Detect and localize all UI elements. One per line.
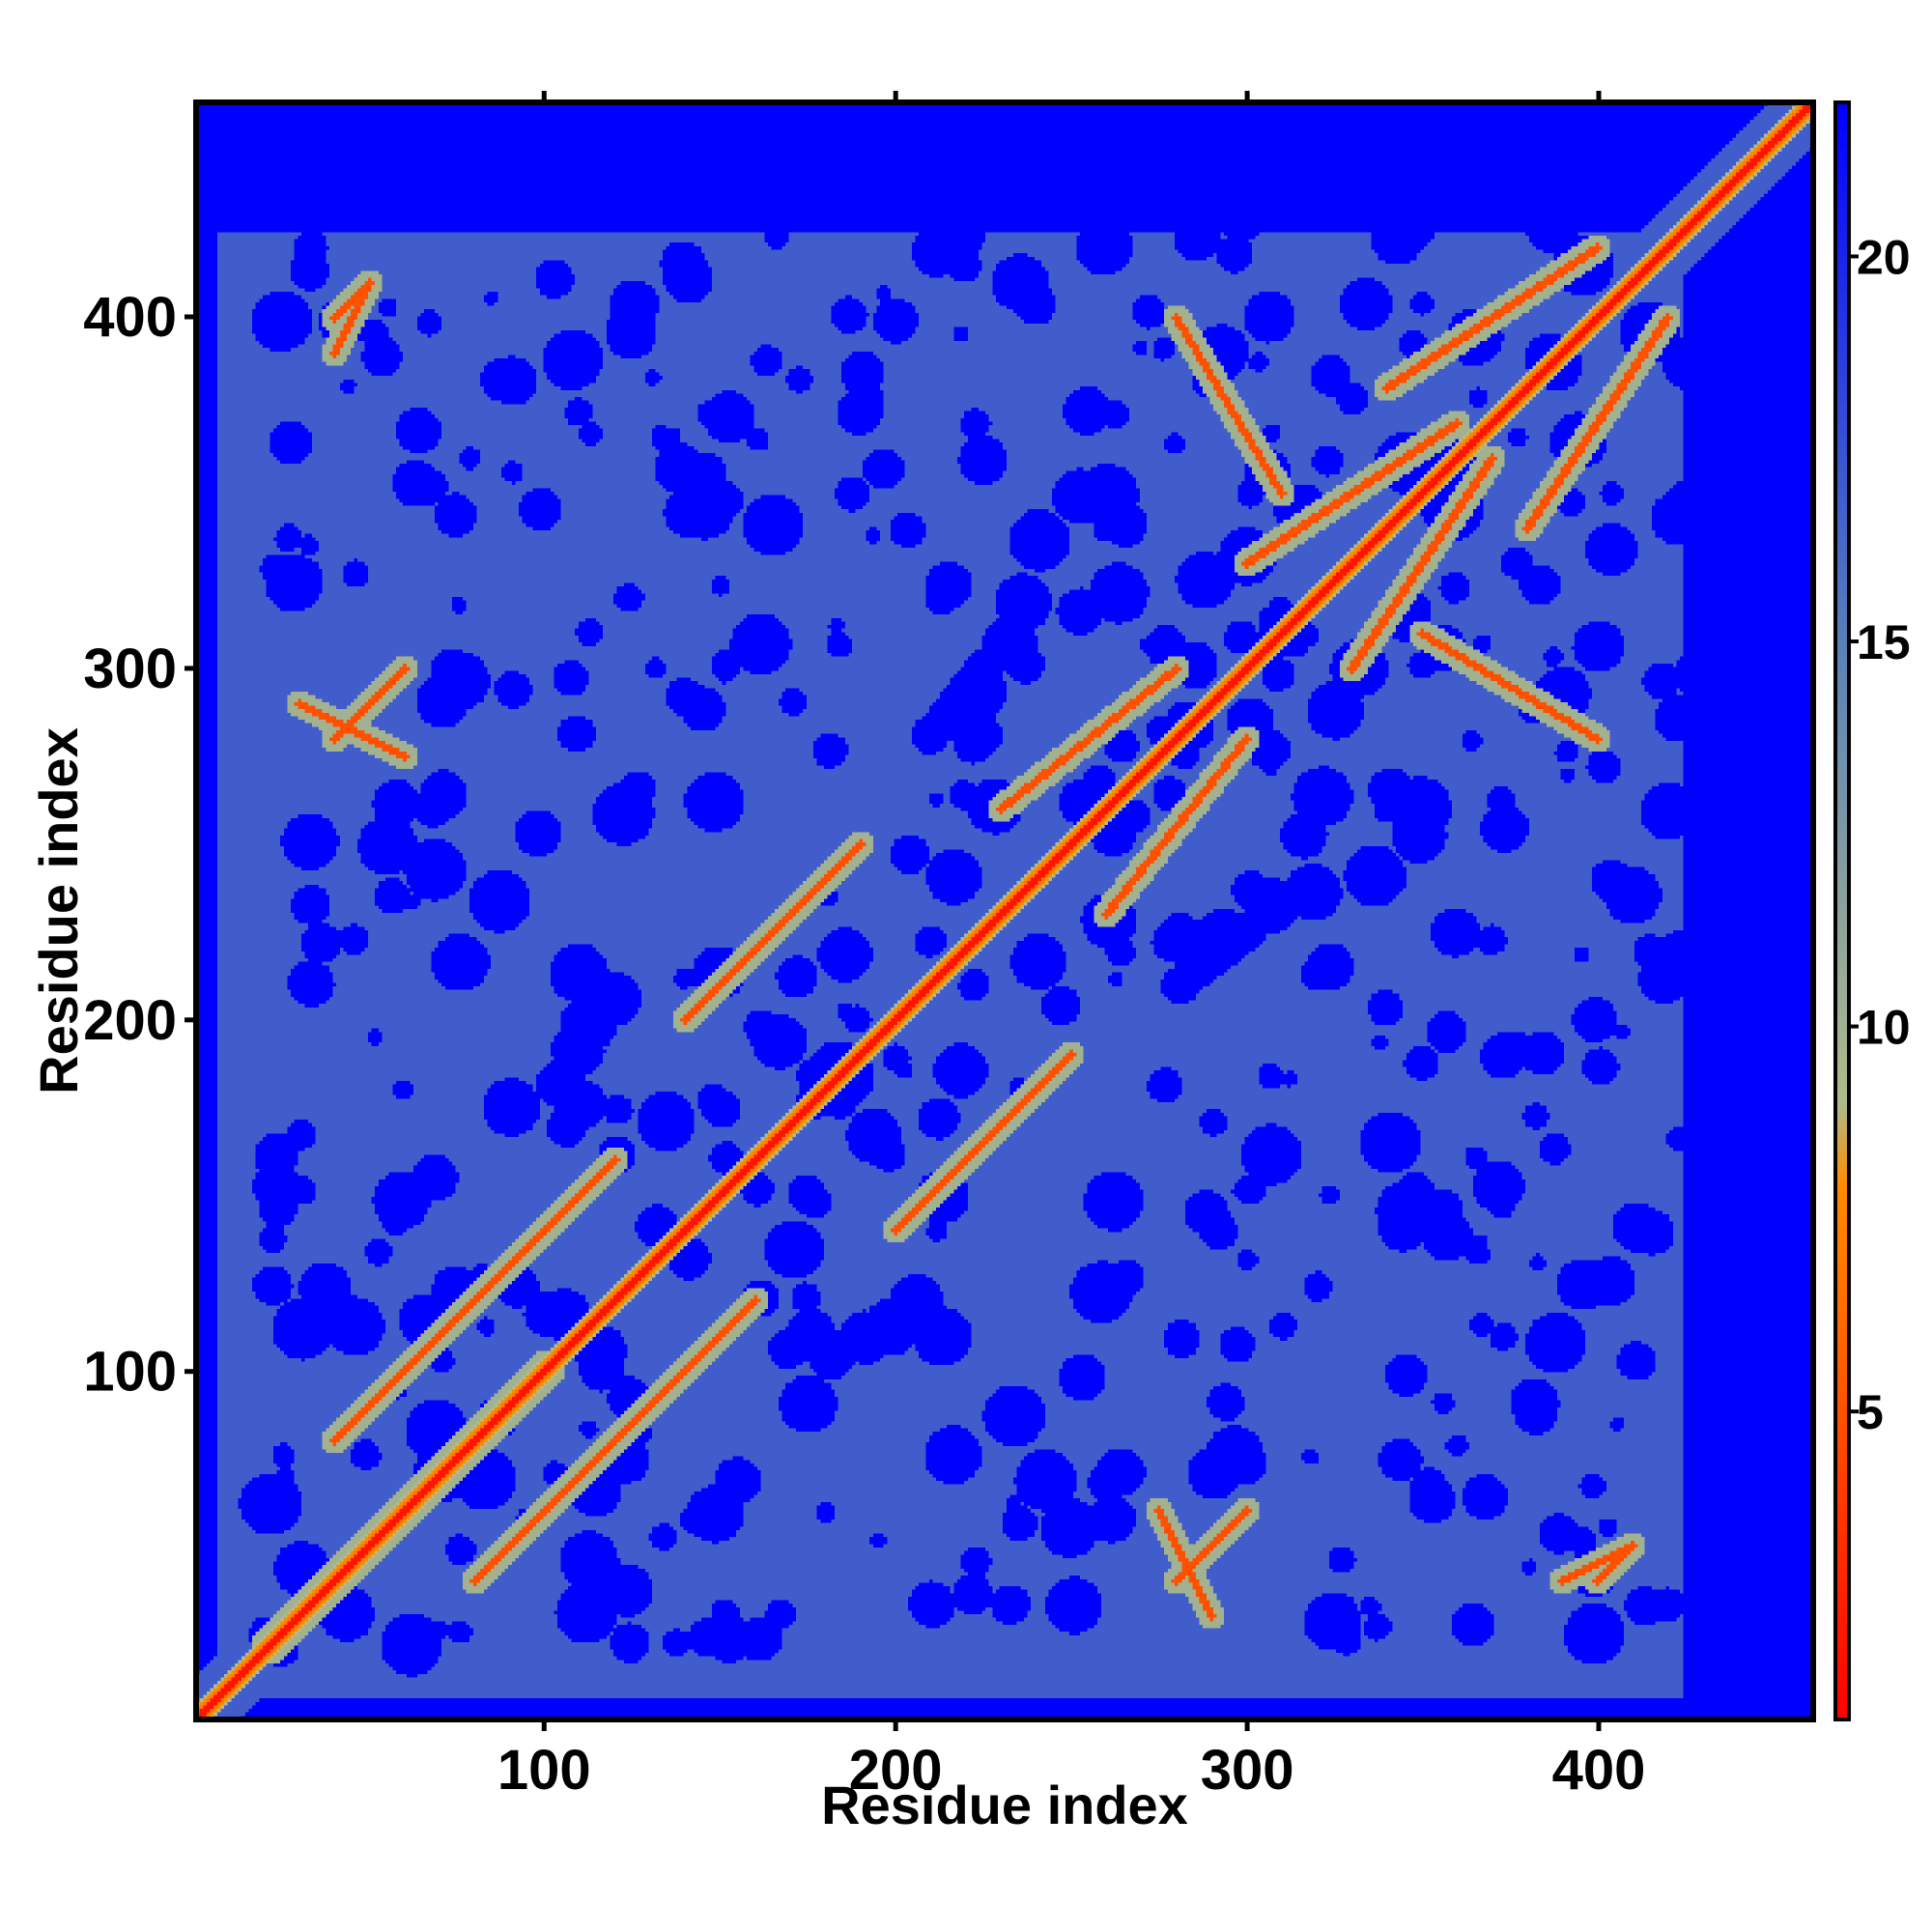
colorbar-tick-label: 20 <box>1857 230 1911 284</box>
y-tick-label: 400 <box>83 286 177 349</box>
colorbar-ticks: 5 10 15 20 <box>1849 230 1911 1439</box>
colorbar <box>1833 100 1851 1721</box>
x-axis-tick-labels: 100 200 300 400 <box>497 1739 1646 1802</box>
x-tick-label: 400 <box>1552 1739 1646 1802</box>
x-axis-title: Residue index <box>821 1775 1188 1835</box>
colorbar-tick-label: 5 <box>1857 1385 1884 1439</box>
x-axis-ticks <box>541 91 1602 1731</box>
y-axis-ticks <box>185 314 196 1375</box>
colorbar-tick-label: 10 <box>1857 1001 1911 1055</box>
heatmap-canvas <box>196 102 1813 1719</box>
heatmap-area <box>196 102 1813 1719</box>
y-axis-tick-labels: 100 200 300 400 <box>83 286 177 1404</box>
y-axis-title: Residue index <box>28 727 89 1094</box>
x-tick-label: 200 <box>849 1739 943 1802</box>
y-tick-label: 100 <box>83 1341 177 1404</box>
x-tick-label: 100 <box>497 1739 591 1802</box>
y-tick-label: 300 <box>83 638 177 700</box>
x-tick-label: 300 <box>1201 1739 1294 1802</box>
y-tick-label: 200 <box>83 989 177 1052</box>
colorbar-tick-label: 15 <box>1857 615 1911 669</box>
plot-frame <box>193 99 1816 1722</box>
